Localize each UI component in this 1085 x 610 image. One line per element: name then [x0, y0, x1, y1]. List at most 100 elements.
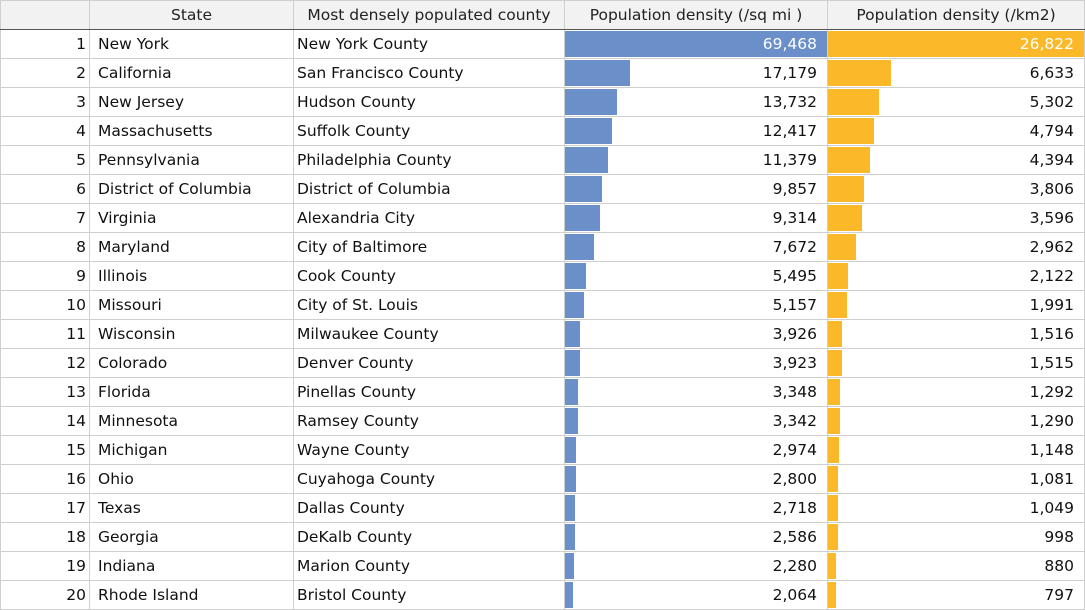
county-cell[interactable]: Bristol County — [293, 580, 565, 610]
state-cell[interactable]: Michigan — [89, 435, 294, 465]
density-km2-cell[interactable]: 26,822 — [827, 29, 1085, 59]
state-cell[interactable]: Minnesota — [89, 406, 294, 436]
density-km2-cell[interactable]: 797 — [827, 580, 1085, 610]
density-sqmi-cell[interactable]: 2,064 — [564, 580, 828, 610]
density-sqmi-cell[interactable]: 17,179 — [564, 58, 828, 88]
state-cell[interactable]: District of Columbia — [89, 174, 294, 204]
rank-cell: 6 — [0, 174, 90, 204]
county-cell[interactable]: Milwaukee County — [293, 319, 565, 349]
density-km2-cell[interactable]: 1,292 — [827, 377, 1085, 407]
county-cell[interactable]: Cook County — [293, 261, 565, 291]
state-cell[interactable]: Ohio — [89, 464, 294, 494]
density-sqmi-cell[interactable]: 7,672 — [564, 232, 828, 262]
density-sqmi-cell[interactable]: 2,974 — [564, 435, 828, 465]
density-km2-value: 4,794 — [1029, 122, 1074, 140]
county-cell[interactable]: Ramsey County — [293, 406, 565, 436]
state-cell[interactable]: Maryland — [89, 232, 294, 262]
county-cell[interactable]: Marion County — [293, 551, 565, 581]
header-state[interactable]: State — [89, 0, 294, 30]
density-sqmi-cell[interactable]: 2,586 — [564, 522, 828, 552]
density-km2-cell[interactable]: 4,394 — [827, 145, 1085, 175]
density-km2-cell[interactable]: 1,290 — [827, 406, 1085, 436]
county-cell[interactable]: New York County — [293, 29, 565, 59]
density-km2-bar — [828, 466, 839, 492]
table-row: 8 Maryland City of Baltimore 7,672 2,962 — [0, 232, 1085, 262]
state-cell[interactable]: New Jersey — [89, 87, 294, 117]
density-sqmi-bar — [565, 263, 586, 289]
density-km2-bar — [828, 60, 892, 86]
density-sqmi-cell[interactable]: 9,314 — [564, 203, 828, 233]
state-cell[interactable]: Georgia — [89, 522, 294, 552]
county-cell[interactable]: Wayne County — [293, 435, 565, 465]
state-cell[interactable]: New York — [89, 29, 294, 59]
density-sqmi-cell[interactable]: 3,348 — [564, 377, 828, 407]
density-km2-cell[interactable]: 3,806 — [827, 174, 1085, 204]
state-cell[interactable]: Colorado — [89, 348, 294, 378]
density-km2-cell[interactable]: 6,633 — [827, 58, 1085, 88]
state-cell[interactable]: California — [89, 58, 294, 88]
density-sqmi-cell[interactable]: 2,280 — [564, 551, 828, 581]
state-cell[interactable]: Pennsylvania — [89, 145, 294, 175]
density-km2-cell[interactable]: 1,081 — [827, 464, 1085, 494]
state-cell[interactable]: Indiana — [89, 551, 294, 581]
county-cell[interactable]: Suffolk County — [293, 116, 565, 146]
density-km2-cell[interactable]: 2,122 — [827, 261, 1085, 291]
density-sqmi-cell[interactable]: 5,157 — [564, 290, 828, 320]
county-cell[interactable]: Philadelphia County — [293, 145, 565, 175]
county-cell[interactable]: Alexandria City — [293, 203, 565, 233]
density-sqmi-cell[interactable]: 3,923 — [564, 348, 828, 378]
state-cell[interactable]: Florida — [89, 377, 294, 407]
table-row: 20 Rhode Island Bristol County 2,064 797 — [0, 580, 1085, 610]
density-sqmi-cell[interactable]: 3,342 — [564, 406, 828, 436]
header-county[interactable]: Most densely populated county — [293, 0, 565, 30]
density-km2-cell[interactable]: 3,596 — [827, 203, 1085, 233]
density-km2-cell[interactable]: 1,049 — [827, 493, 1085, 523]
density-sqmi-cell[interactable]: 9,857 — [564, 174, 828, 204]
state-cell[interactable]: Virginia — [89, 203, 294, 233]
county-cell[interactable]: City of Baltimore — [293, 232, 565, 262]
county-cell[interactable]: Dallas County — [293, 493, 565, 523]
county-cell[interactable]: Cuyahoga County — [293, 464, 565, 494]
density-sqmi-cell[interactable]: 13,732 — [564, 87, 828, 117]
density-sqmi-cell[interactable]: 3,926 — [564, 319, 828, 349]
header-density-sqmi[interactable]: Population density (/sq mi ) — [564, 0, 828, 30]
density-km2-cell[interactable]: 1,991 — [827, 290, 1085, 320]
density-km2-cell[interactable]: 880 — [827, 551, 1085, 581]
density-km2-value: 1,991 — [1029, 296, 1074, 314]
state-cell[interactable]: Texas — [89, 493, 294, 523]
density-km2-cell[interactable]: 1,515 — [827, 348, 1085, 378]
county-cell[interactable]: District of Columbia — [293, 174, 565, 204]
state-cell[interactable]: Wisconsin — [89, 319, 294, 349]
density-km2-cell[interactable]: 1,148 — [827, 435, 1085, 465]
density-km2-bar — [828, 379, 841, 405]
density-sqmi-cell[interactable]: 12,417 — [564, 116, 828, 146]
density-sqmi-cell[interactable]: 69,468 — [564, 29, 828, 59]
county-cell[interactable]: Denver County — [293, 348, 565, 378]
county-cell[interactable]: Hudson County — [293, 87, 565, 117]
rank-cell: 9 — [0, 261, 90, 291]
county-cell[interactable]: City of St. Louis — [293, 290, 565, 320]
density-km2-cell[interactable]: 5,302 — [827, 87, 1085, 117]
density-km2-cell[interactable]: 4,794 — [827, 116, 1085, 146]
county-cell[interactable]: DeKalb County — [293, 522, 565, 552]
density-sqmi-bar — [565, 60, 630, 86]
rank-cell: 1 — [0, 29, 90, 59]
density-sqmi-cell[interactable]: 11,379 — [564, 145, 828, 175]
density-sqmi-value: 2,800 — [772, 470, 817, 488]
density-km2-cell[interactable]: 1,516 — [827, 319, 1085, 349]
density-km2-cell[interactable]: 2,962 — [827, 232, 1085, 262]
density-sqmi-value: 7,672 — [772, 238, 817, 256]
state-cell[interactable]: Illinois — [89, 261, 294, 291]
county-cell[interactable]: Pinellas County — [293, 377, 565, 407]
county-cell[interactable]: San Francisco County — [293, 58, 565, 88]
state-cell[interactable]: Missouri — [89, 290, 294, 320]
density-km2-bar — [828, 292, 847, 318]
density-sqmi-cell[interactable]: 5,495 — [564, 261, 828, 291]
header-density-km2[interactable]: Population density (/km2) — [827, 0, 1085, 30]
state-cell[interactable]: Massachusetts — [89, 116, 294, 146]
table-row: 18 Georgia DeKalb County 2,586 998 — [0, 522, 1085, 552]
density-km2-cell[interactable]: 998 — [827, 522, 1085, 552]
density-sqmi-cell[interactable]: 2,718 — [564, 493, 828, 523]
density-sqmi-cell[interactable]: 2,800 — [564, 464, 828, 494]
state-cell[interactable]: Rhode Island — [89, 580, 294, 610]
